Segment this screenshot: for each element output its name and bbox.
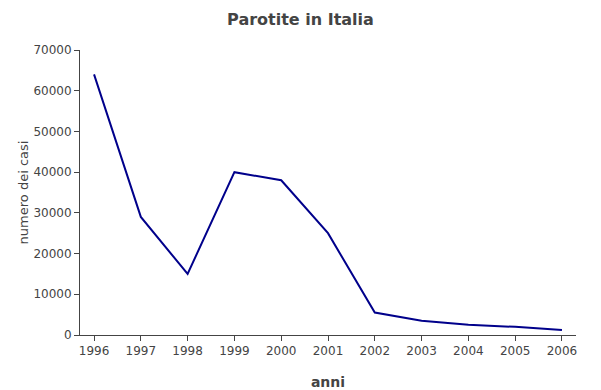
svg-text:Parotite in Italia: Parotite in Italia: [227, 10, 374, 29]
svg-text:60000: 60000: [33, 84, 71, 98]
svg-text:1998: 1998: [172, 344, 203, 358]
svg-text:2006: 2006: [547, 344, 578, 358]
svg-text:30000: 30000: [33, 206, 71, 220]
svg-text:20000: 20000: [33, 247, 71, 261]
svg-text:anni: anni: [311, 374, 345, 390]
svg-text:40000: 40000: [33, 165, 71, 179]
svg-text:2001: 2001: [313, 344, 344, 358]
svg-text:2005: 2005: [500, 344, 531, 358]
svg-text:10000: 10000: [33, 287, 71, 301]
svg-text:50000: 50000: [33, 125, 71, 139]
svg-text:2003: 2003: [406, 344, 437, 358]
svg-text:0: 0: [64, 328, 72, 342]
svg-text:1997: 1997: [126, 344, 157, 358]
svg-text:1996: 1996: [79, 344, 110, 358]
svg-text:2004: 2004: [453, 344, 484, 358]
svg-text:2002: 2002: [360, 344, 391, 358]
svg-text:2000: 2000: [266, 344, 297, 358]
svg-text:70000: 70000: [33, 43, 71, 57]
svg-text:1999: 1999: [219, 344, 250, 358]
svg-text:numero dei casi: numero dei casi: [16, 141, 31, 245]
